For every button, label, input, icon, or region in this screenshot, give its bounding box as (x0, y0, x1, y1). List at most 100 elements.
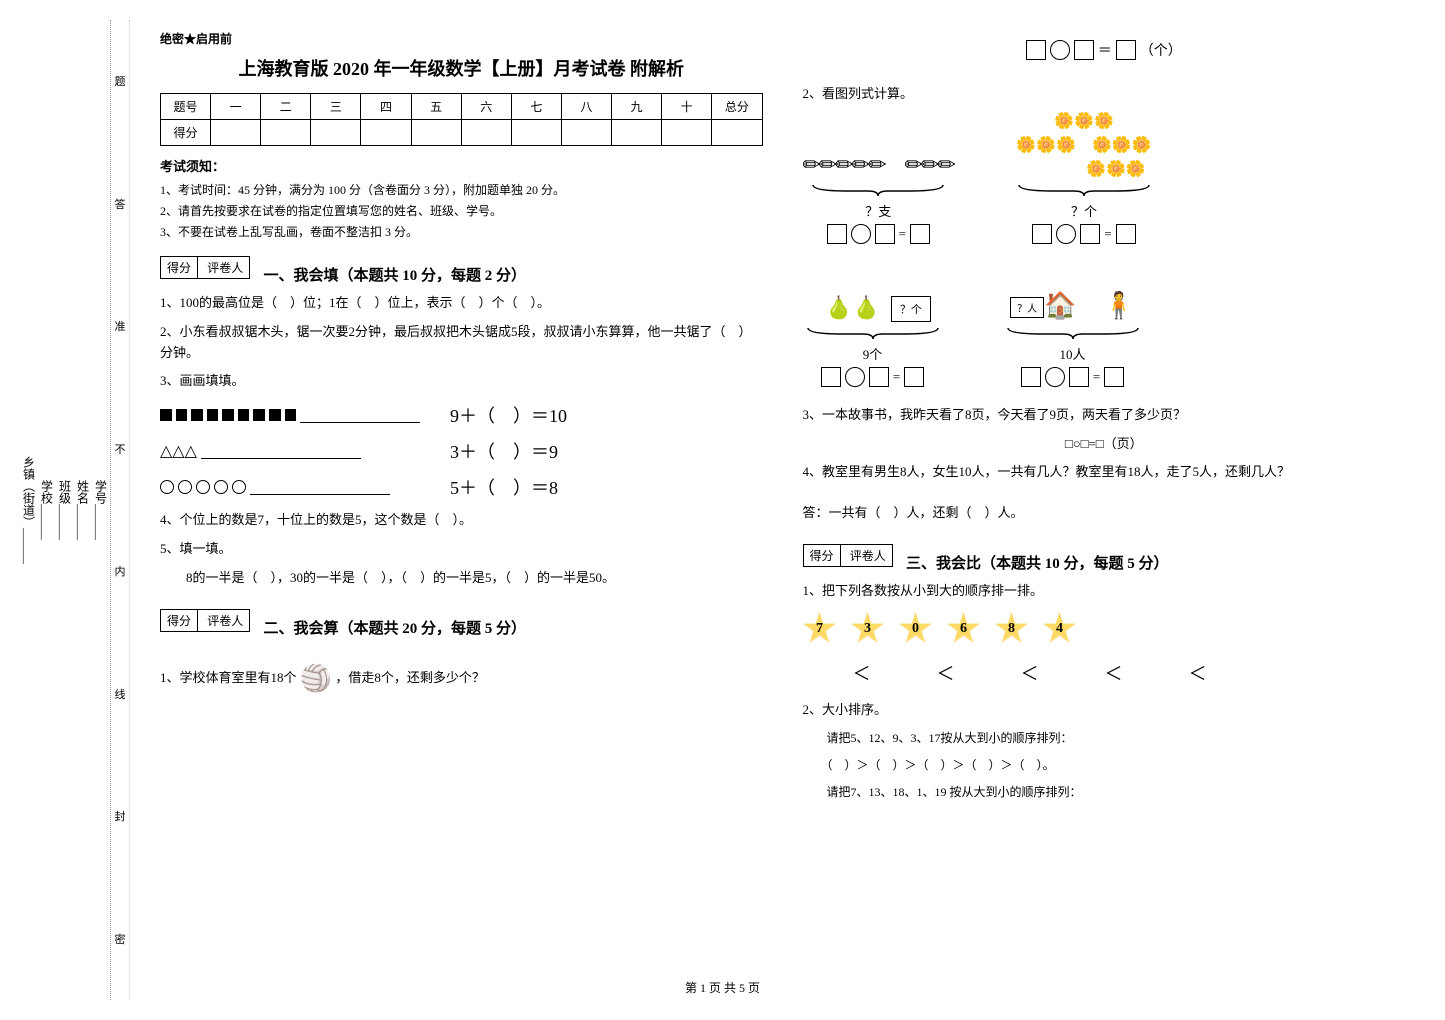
figure-item: ？人 🏠 🧍 10人 = (1003, 262, 1143, 391)
star-blank-icon[interactable] (1139, 656, 1173, 690)
cell[interactable] (311, 120, 361, 146)
box-icon[interactable] (821, 367, 841, 387)
figure-item: 🍐🍐 ？个 9个 = (803, 262, 943, 391)
box-icon[interactable] (1104, 367, 1124, 387)
question: 5、填一填。 (160, 539, 763, 560)
box-icon[interactable] (827, 224, 847, 244)
cell[interactable] (461, 120, 511, 146)
box-icon[interactable] (869, 367, 889, 387)
seal-char: 题 (115, 73, 126, 89)
box-icon[interactable] (1032, 224, 1052, 244)
cell[interactable] (611, 120, 661, 146)
square-icon (222, 409, 234, 421)
score-table: 题号 一 二 三 四 五 六 七 八 九 十 总分 得分 (160, 93, 763, 146)
cell[interactable] (411, 120, 461, 146)
star-icon: 7 (803, 612, 837, 646)
brace-icon (803, 326, 943, 340)
circle-icon (160, 480, 174, 494)
table-row: 得分 (161, 120, 763, 146)
star-icon: 4 (1043, 612, 1077, 646)
star-blank-icon[interactable] (1055, 656, 1089, 690)
op-icon[interactable] (851, 224, 871, 244)
brace-icon (808, 183, 948, 197)
unknown-box: ？个 (891, 296, 931, 322)
stars-given: 7 3 0 6 8 4 (803, 612, 1406, 646)
cell: 二 (261, 94, 311, 120)
star-icon: 3 (851, 612, 885, 646)
blank-line[interactable] (250, 480, 390, 495)
lt-icon: ＜ (1105, 660, 1123, 686)
shape-row: 5＋（ ）＝8 (160, 474, 763, 500)
box-icon[interactable] (1021, 367, 1041, 387)
box-icon[interactable] (1080, 224, 1100, 244)
content-area: 绝密★启用前 上海教育版 2020 年一年级数学【上册】月考试卷 附解析 题号 … (130, 20, 1425, 1000)
cell: 一 (211, 94, 261, 120)
scorebox-label: 评卷人 (201, 610, 249, 631)
square-icon (160, 409, 172, 421)
question: 1、学校体育室里有18个 🏐 ，借走8个，还剩多少个？ (160, 658, 763, 700)
lt-icon: ＜ (853, 660, 871, 686)
cell: 十 (662, 94, 712, 120)
notice-title: 考试须知： (160, 156, 763, 175)
figure-item: 🌼🌼🌼🌼🌼🌼 🌼🌼🌼 🌼🌼🌼 ？个 = (1014, 119, 1154, 248)
shape-cell (160, 408, 420, 423)
box-icon[interactable] (1074, 40, 1094, 60)
box-icon[interactable] (1026, 40, 1046, 60)
box-icon[interactable] (1069, 367, 1089, 387)
box-icon[interactable] (904, 367, 924, 387)
cell: 九 (611, 94, 661, 120)
star-blank-icon[interactable] (1223, 656, 1257, 690)
expr-text: ）＝10 (513, 406, 567, 426)
cell[interactable] (361, 120, 411, 146)
square-icon (207, 409, 219, 421)
fruits-icon: 🍐🍐 ？个 (803, 262, 943, 322)
question: 4、教室里有男生8人，女生10人，一共有几人？教室里有18人，走了5人，还剩几人… (803, 462, 1406, 483)
shape-row: 9＋（ ）＝10 (160, 402, 763, 428)
square-icon (285, 409, 297, 421)
star-blank-icon[interactable] (803, 656, 837, 690)
section-title: 一、我会填（本题共 10 分，每题 2 分） (264, 264, 527, 285)
op-icon[interactable] (845, 367, 865, 387)
cell[interactable] (662, 120, 712, 146)
scorebox-label: 评卷人 (201, 257, 249, 278)
op-icon[interactable] (1056, 224, 1076, 244)
fig-label: ？支 (803, 201, 954, 220)
cell[interactable] (211, 120, 261, 146)
op-icon[interactable] (1050, 40, 1070, 60)
blank-line[interactable] (300, 408, 420, 423)
expr-text: ）＝8 (513, 478, 558, 498)
seal-char: 内 (115, 563, 126, 579)
star-blank-icon[interactable] (971, 656, 1005, 690)
star-blank-icon[interactable] (887, 656, 921, 690)
equals: ＝ (1098, 40, 1112, 60)
cell[interactable] (561, 120, 611, 146)
table-row: 题号 一 二 三 四 五 六 七 八 九 十 总分 (161, 94, 763, 120)
cell[interactable] (712, 120, 762, 146)
cell[interactable] (261, 120, 311, 146)
cell: 三 (311, 94, 361, 120)
binding-field: 学校______ (39, 480, 56, 540)
figure-group: ✏✏✏✏✏ ✏✏✏ ？支 = 🌼🌼🌼🌼🌼🌼 🌼🌼🌼 🌼🌼🌼 ？个 = (803, 119, 1406, 248)
op-icon[interactable] (1045, 367, 1065, 387)
brace-icon (1003, 326, 1143, 340)
box-icon[interactable] (1116, 40, 1136, 60)
seal-char: 不 (115, 441, 126, 457)
box-icon[interactable] (1116, 224, 1136, 244)
seal-char: 线 (115, 686, 126, 702)
fig-label: 9个 (803, 344, 943, 363)
square-icon (269, 409, 281, 421)
scorebox-label: 得分 (804, 545, 841, 566)
binding-field: 班级______ (57, 480, 74, 540)
cell: 七 (511, 94, 561, 120)
expr-text: ）＝9 (513, 442, 558, 462)
box-icon[interactable] (875, 224, 895, 244)
blank-line[interactable] (201, 444, 361, 459)
cell[interactable] (511, 120, 561, 146)
instruction-line: 2、请首先按要求在试卷的指定位置填写您的姓名、班级、学号。 (160, 202, 763, 219)
triangle-icon: △△△ (160, 441, 197, 461)
box-icon[interactable] (910, 224, 930, 244)
square-icon (191, 409, 203, 421)
shape-row: △△△ 3＋（ ）＝9 (160, 438, 763, 464)
question: 2、看图列式计算。 (803, 84, 1406, 105)
circle-icon (232, 480, 246, 494)
